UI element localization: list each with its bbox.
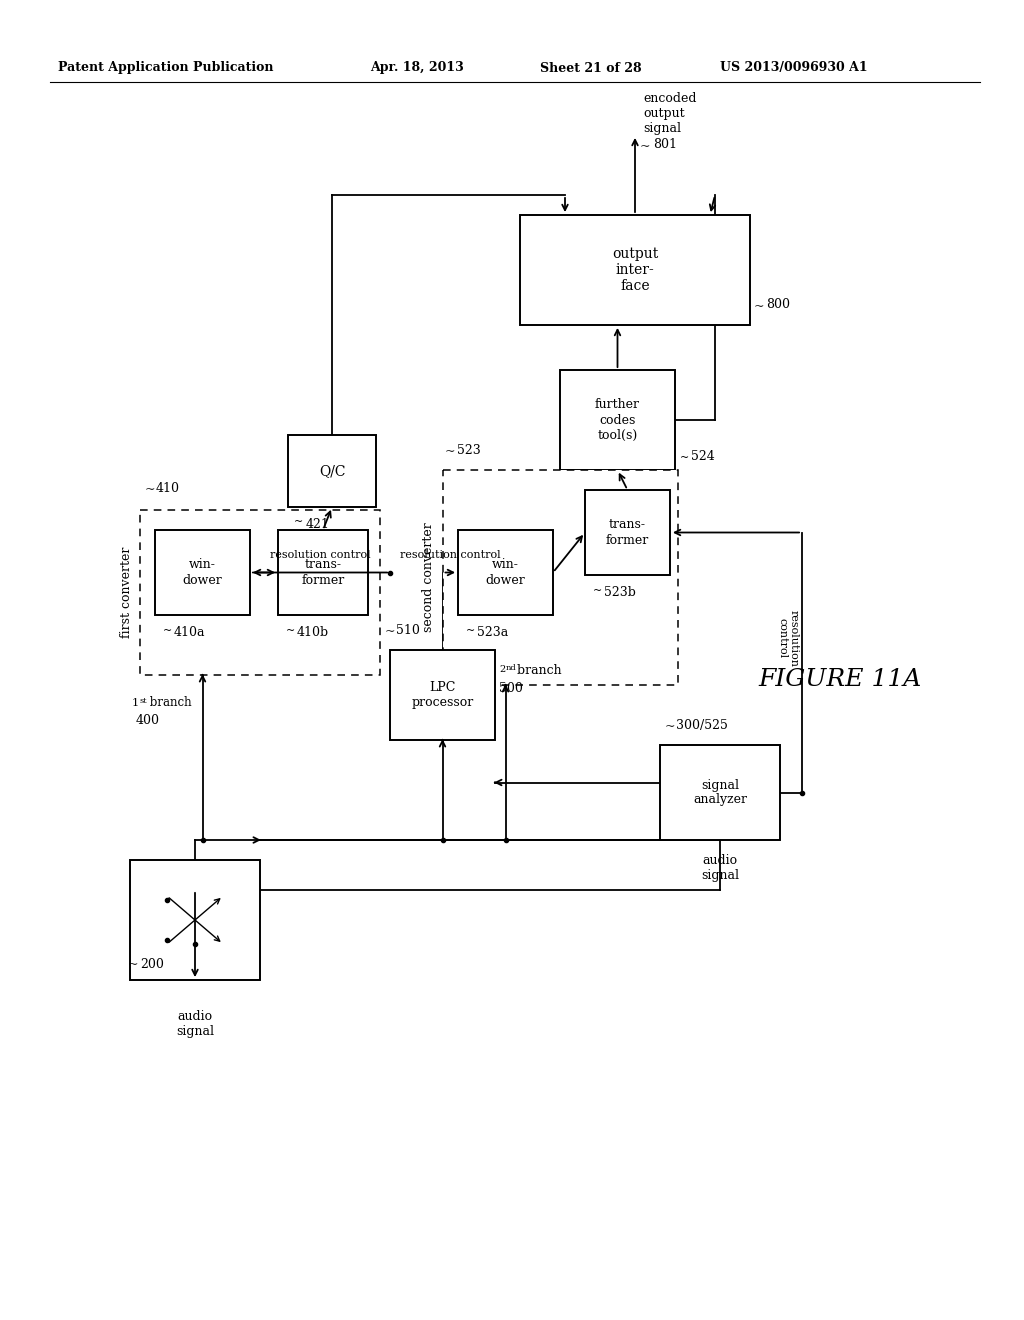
Text: second converter: second converter	[423, 523, 435, 632]
Text: ~: ~	[445, 446, 456, 458]
Text: Patent Application Publication: Patent Application Publication	[58, 62, 273, 74]
Text: win-
dower: win- dower	[485, 558, 525, 586]
Text: audio
signal: audio signal	[176, 1010, 214, 1038]
Text: 400: 400	[136, 714, 160, 727]
Text: 410: 410	[156, 482, 180, 495]
Text: FIGURE 11A: FIGURE 11A	[759, 668, 922, 692]
Text: Sheet 21 of 28: Sheet 21 of 28	[540, 62, 642, 74]
Text: resolution
control: resolution control	[777, 610, 799, 667]
Text: encoded
output
signal: encoded output signal	[643, 92, 696, 135]
Text: ~: ~	[145, 483, 156, 496]
Bar	[390, 649, 495, 741]
Bar	[520, 215, 750, 325]
Text: resolution control: resolution control	[269, 550, 371, 561]
Text: Apr. 18, 2013: Apr. 18, 2013	[370, 62, 464, 74]
Text: ~: ~	[680, 453, 689, 463]
Text: 410a: 410a	[174, 627, 206, 639]
Text: ~: ~	[466, 626, 475, 636]
Bar	[155, 531, 250, 615]
Text: 523a: 523a	[477, 627, 508, 639]
Text: US 2013/0096930 A1: US 2013/0096930 A1	[720, 62, 867, 74]
Text: 523: 523	[457, 444, 480, 457]
Text: ~: ~	[640, 140, 650, 153]
Text: ~: ~	[385, 626, 395, 639]
Bar	[288, 436, 376, 507]
Text: 1: 1	[132, 698, 139, 708]
Text: output
inter-
face: output inter- face	[612, 247, 658, 293]
Bar	[560, 370, 675, 470]
Text: 801: 801	[653, 139, 677, 152]
Text: resolution control: resolution control	[399, 550, 501, 561]
Bar	[140, 510, 380, 675]
Text: branch: branch	[513, 664, 561, 676]
Text: 300/525: 300/525	[676, 718, 728, 731]
Text: 800: 800	[766, 298, 790, 312]
Text: first converter: first converter	[120, 546, 132, 638]
Bar	[585, 490, 670, 576]
Text: ~: ~	[593, 586, 602, 597]
Text: branch: branch	[146, 697, 191, 710]
Bar	[458, 531, 553, 615]
Text: ~: ~	[128, 958, 138, 972]
Text: Q/C: Q/C	[318, 465, 345, 478]
Text: trans-
former: trans- former	[301, 558, 345, 586]
Text: 200: 200	[140, 958, 164, 972]
Text: ~: ~	[163, 626, 172, 636]
Bar	[130, 861, 260, 979]
Bar	[660, 744, 780, 840]
Text: 410b: 410b	[297, 627, 329, 639]
Text: nd: nd	[506, 664, 517, 672]
Text: ~: ~	[754, 301, 765, 314]
Text: ~: ~	[286, 626, 295, 636]
Text: 500: 500	[499, 681, 523, 694]
Bar	[278, 531, 368, 615]
Text: LPC
processor: LPC processor	[412, 681, 474, 709]
Text: 421: 421	[306, 517, 330, 531]
Text: 510: 510	[396, 623, 420, 636]
Text: further
codes
tool(s): further codes tool(s)	[595, 399, 640, 441]
Text: 2: 2	[499, 665, 505, 675]
Text: win-
dower: win- dower	[182, 558, 222, 586]
Text: audio
signal: audio signal	[701, 854, 739, 882]
Text: signal
analyzer: signal analyzer	[693, 779, 746, 807]
Bar	[443, 470, 678, 685]
Text: ~: ~	[665, 721, 676, 734]
Text: 523b: 523b	[604, 586, 636, 599]
Text: st: st	[140, 697, 147, 705]
Text: trans-
former: trans- former	[606, 519, 649, 546]
Text: 524: 524	[691, 450, 715, 462]
Text: ~: ~	[294, 517, 303, 527]
